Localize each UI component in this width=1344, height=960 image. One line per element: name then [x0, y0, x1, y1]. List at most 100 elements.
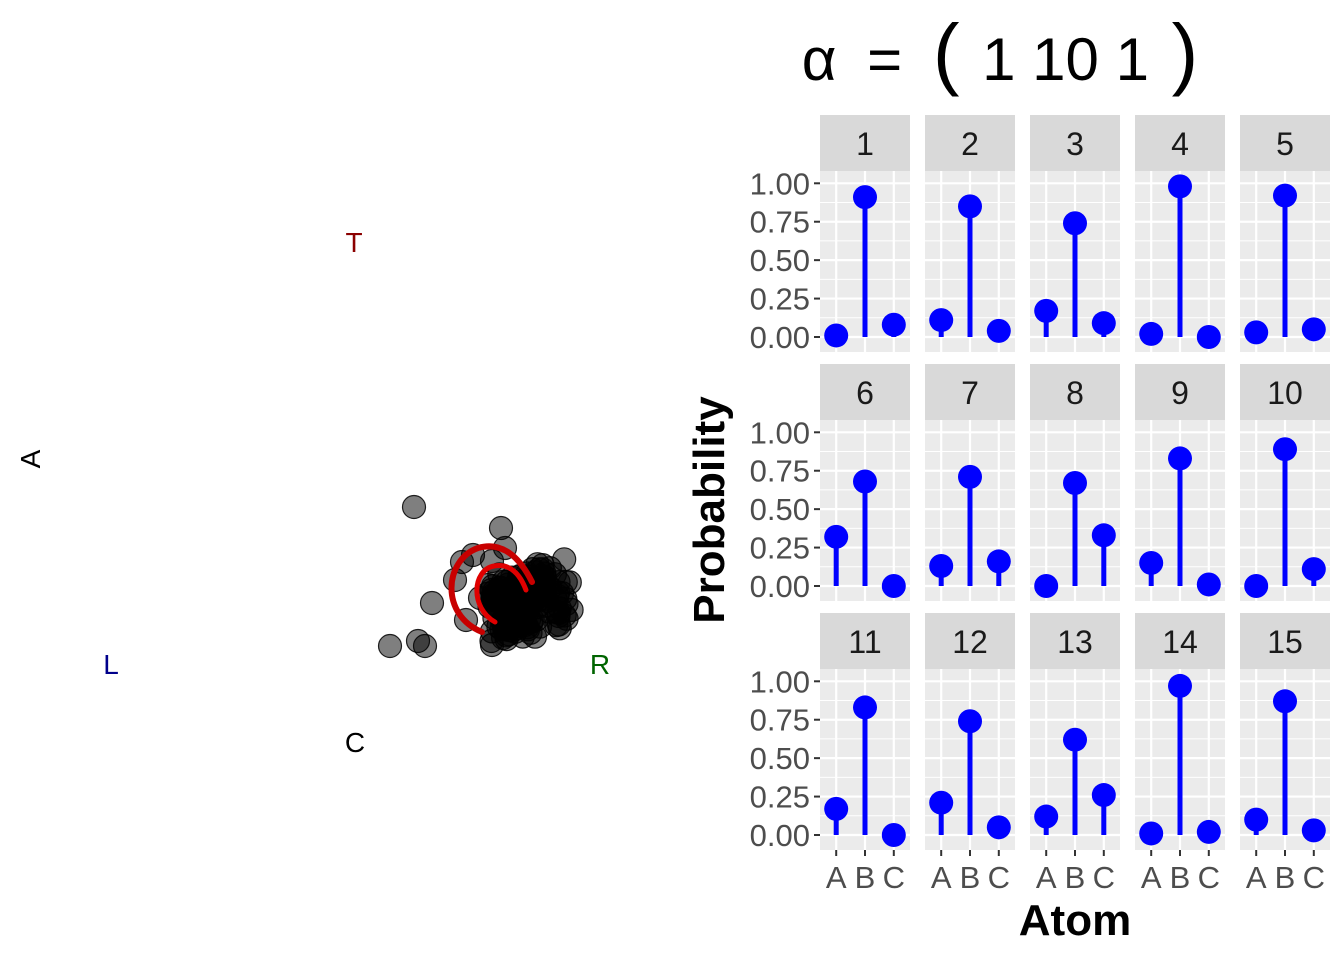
y-tick-label: 0.25 — [750, 282, 810, 317]
facet-label: 5 — [1276, 126, 1294, 162]
x-tick-label: B — [855, 860, 876, 895]
lollipop-point — [1091, 783, 1116, 808]
lollipop-point — [1244, 320, 1269, 345]
scatter-points — [377, 494, 584, 659]
y-tick-label: 0.75 — [750, 703, 810, 738]
title-paren-close: ) — [1172, 8, 1199, 97]
lollipop-point — [1063, 471, 1087, 496]
vertex-label-right: R — [590, 649, 610, 680]
lollipop-point — [958, 194, 982, 219]
lollipop-point — [1301, 818, 1326, 843]
lollipop-point — [1139, 321, 1164, 346]
title-symbol: α — [802, 26, 837, 93]
x-tick-label: A — [931, 860, 952, 895]
facet-strip — [925, 364, 1015, 420]
y-tick-label: 0.50 — [750, 741, 810, 776]
facet-panels: 10.000.250.500.751.002 3 4 560.000.250.500.… — [750, 115, 1330, 895]
facet-panel: 8 — [1030, 364, 1120, 601]
scatter-point — [499, 595, 525, 620]
title-equals: = — [867, 26, 902, 93]
lollipop-point — [958, 709, 982, 734]
density-contours — [448, 543, 535, 635]
x-tick-label: C — [1093, 860, 1115, 895]
x-tick-label: C — [988, 860, 1010, 895]
scatter-point — [479, 577, 504, 603]
facet-label: 7 — [961, 375, 979, 411]
density-contour-inner — [474, 563, 529, 625]
facet-lollipop-chart: α = ( 1 10 1 ) Probability Atom 10.000.2… — [685, 8, 1330, 945]
lollipop-point — [1196, 572, 1221, 597]
lollipop-point — [1139, 550, 1164, 575]
lollipop-point — [1273, 689, 1297, 714]
lollipop-point — [1273, 437, 1297, 462]
facet-panel: 4 — [1135, 115, 1225, 352]
facet-label: 6 — [856, 375, 874, 411]
facet-panel: 13 A B C — [1030, 613, 1120, 895]
scatter-point — [544, 613, 569, 638]
facet-label: 10 — [1267, 375, 1303, 411]
facet-panel: 14 A B C — [1135, 613, 1225, 895]
x-tick-label: A — [826, 860, 847, 895]
lollipop-point — [1034, 298, 1059, 323]
y-tick-label: 1.00 — [750, 664, 810, 699]
facet-label: 11 — [848, 624, 881, 660]
y-tick-label: 0.00 — [750, 320, 810, 355]
facet-strip — [820, 115, 910, 171]
lollipop-point — [1196, 819, 1221, 844]
lollipop-point — [824, 524, 849, 549]
facet-label: 14 — [1162, 624, 1198, 660]
y-tick-label: 0.00 — [750, 818, 810, 853]
facet-strip — [925, 115, 1015, 171]
lollipop-point — [1196, 325, 1221, 349]
lollipop-point — [881, 312, 906, 337]
lollipop-point — [1168, 446, 1192, 471]
facet-panel: 6 0.000.25 0.500.75 1.00 — [750, 364, 910, 604]
y-tick-label: 0.50 — [750, 243, 810, 278]
lollipop-point — [929, 308, 954, 333]
x-tick-label: A — [1246, 860, 1267, 895]
scatter-point — [377, 633, 403, 659]
facet-strip — [1030, 364, 1120, 420]
side-axis-label: A — [15, 449, 46, 468]
facet-panel: 5 — [1240, 115, 1330, 352]
x-tick-label: A — [1141, 860, 1162, 895]
lollipop-point — [929, 790, 954, 815]
vertex-label-bottom: C — [345, 727, 365, 758]
facet-panel: 12 A B C — [925, 613, 1015, 895]
lollipop-point — [824, 796, 849, 821]
scatter-point — [401, 494, 427, 520]
x-tick-label: C — [1303, 860, 1325, 895]
y-tick-label: 0.75 — [750, 454, 810, 489]
facet-label: 1 — [856, 126, 874, 162]
scatter-point — [412, 633, 438, 659]
lollipop-point — [958, 464, 982, 489]
scatter-point — [552, 547, 577, 572]
lollipop-point — [1091, 311, 1116, 336]
y-tick-label: 0.25 — [750, 531, 810, 566]
scatter-point — [488, 515, 514, 541]
lollipop-point — [1273, 183, 1297, 208]
facet-strip — [925, 613, 1015, 669]
facet-strip — [1135, 364, 1225, 420]
y-tick-label: 1.00 — [750, 166, 810, 201]
x-tick-label: B — [1275, 860, 1296, 895]
x-axis-title: Atom — [1019, 896, 1131, 945]
ternary-plot: T L R C A — [15, 227, 610, 758]
facet-label: 2 — [961, 126, 979, 162]
facet-panel: 1 0.000.25 0.500.75 1.00 — [750, 115, 910, 355]
facet-strip — [1030, 613, 1120, 669]
lollipop-point — [1244, 574, 1269, 598]
facet-strip — [1240, 115, 1330, 171]
x-tick-label: C — [1198, 860, 1220, 895]
facet-strip — [1240, 613, 1330, 669]
lollipop-point — [1168, 174, 1192, 199]
facet-label: 12 — [952, 624, 988, 660]
x-tick-label: A — [1036, 860, 1057, 895]
x-tick-label: B — [1065, 860, 1086, 895]
facet-strip — [1135, 613, 1225, 669]
scatter-point — [419, 590, 445, 616]
lollipop-point — [986, 815, 1011, 840]
lollipop-point — [1168, 673, 1192, 698]
lollipop-point — [1063, 211, 1087, 236]
